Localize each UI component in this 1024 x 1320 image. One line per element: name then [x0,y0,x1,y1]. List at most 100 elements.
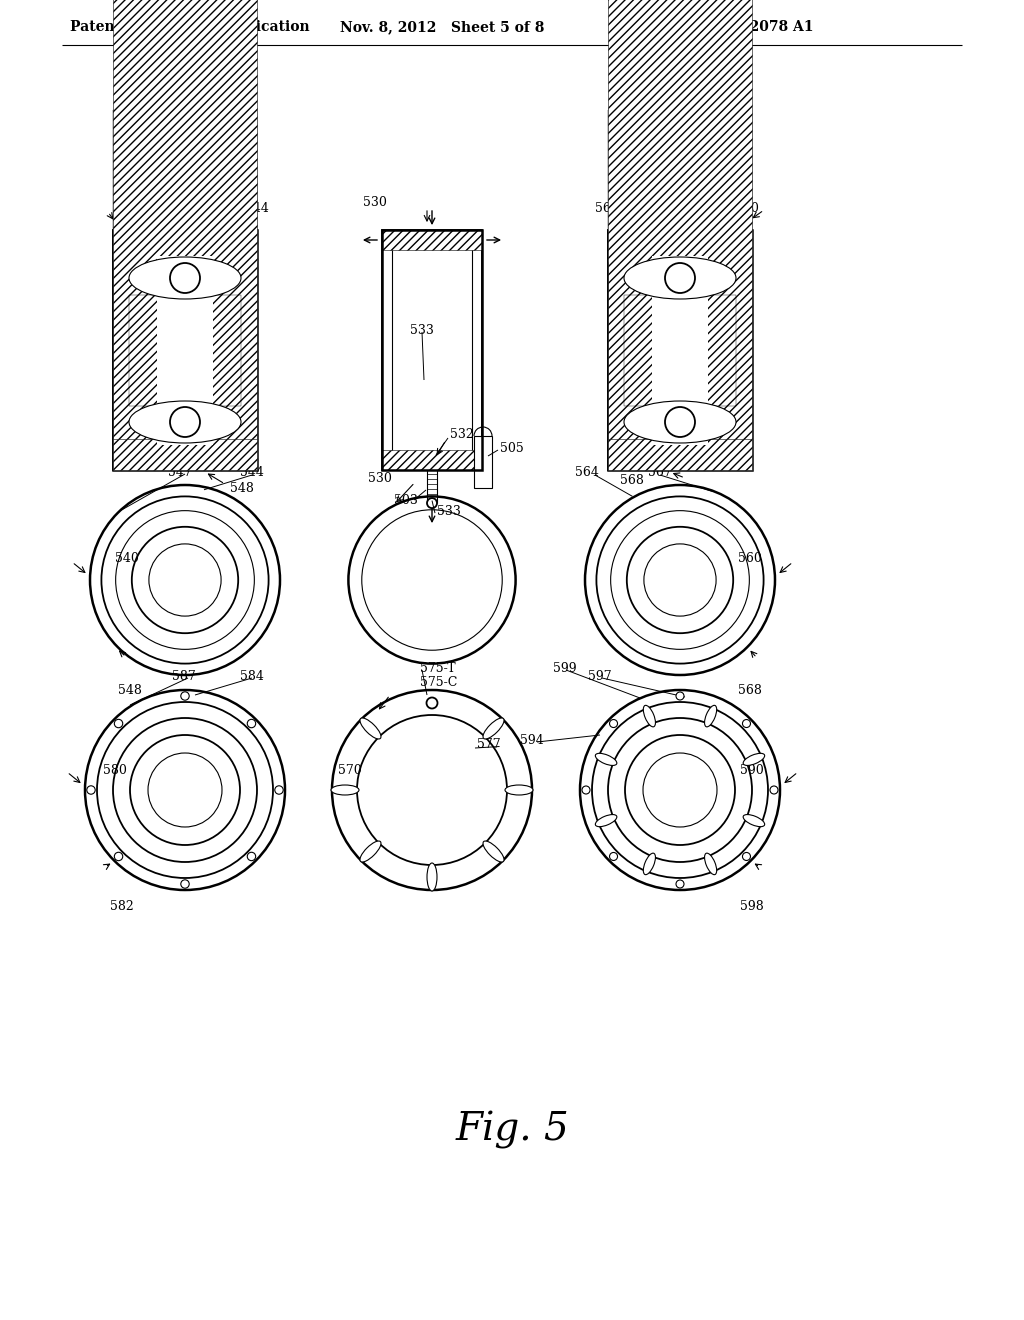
Text: 560: 560 [738,552,762,565]
Text: 564: 564 [595,202,618,214]
Ellipse shape [624,401,736,444]
Circle shape [609,719,617,727]
Text: 530: 530 [368,471,392,484]
Text: 548: 548 [118,685,142,697]
Circle shape [742,719,751,727]
Circle shape [427,498,437,508]
Ellipse shape [624,257,736,300]
Bar [113,438,257,470]
Bar [113,110,257,261]
Circle shape [274,785,284,795]
Text: 577: 577 [477,738,501,751]
Text: 597: 597 [588,669,611,682]
Text: 533: 533 [437,506,461,517]
Ellipse shape [129,401,241,444]
Circle shape [676,692,684,700]
Bar [129,256,241,301]
Bar [624,256,736,301]
Text: 568: 568 [738,685,762,697]
Circle shape [582,785,590,795]
Ellipse shape [595,754,616,766]
Ellipse shape [705,853,717,875]
Circle shape [87,785,95,795]
Bar [608,230,752,261]
Ellipse shape [360,718,381,739]
Bar [129,294,241,405]
Bar [474,436,492,488]
Circle shape [665,407,695,437]
Text: 594: 594 [520,734,544,747]
Bar [157,294,213,405]
Circle shape [665,263,695,293]
Text: 568: 568 [620,474,644,487]
Text: 580: 580 [103,763,127,776]
Bar [129,400,241,445]
Bar [382,450,482,470]
Bar [624,230,736,470]
Circle shape [247,853,256,861]
Text: 560: 560 [735,202,759,214]
Bar [624,400,736,445]
Circle shape [427,697,437,709]
Ellipse shape [483,718,504,739]
Bar [113,230,257,470]
Bar [113,230,257,470]
Text: 533: 533 [410,323,434,337]
Text: 575-C: 575-C [420,676,458,689]
Text: 587: 587 [172,669,196,682]
Bar [608,110,752,261]
Circle shape [115,853,123,861]
Ellipse shape [129,257,241,300]
Circle shape [181,880,189,888]
Text: 544: 544 [240,466,264,479]
Bar [157,256,213,301]
Circle shape [742,853,751,861]
Bar [736,230,752,470]
Text: 540: 540 [115,552,139,565]
Bar [652,256,708,301]
Text: 544: 544 [245,202,269,214]
Bar [157,246,213,454]
Text: 584: 584 [240,669,264,682]
Text: Fig. 5: Fig. 5 [455,1111,569,1148]
Circle shape [770,785,778,795]
Circle shape [676,880,684,888]
Bar [608,230,752,470]
Bar [241,230,257,470]
Circle shape [170,407,200,437]
Circle shape [247,719,256,727]
Text: 570: 570 [338,763,361,776]
Text: 503: 503 [394,494,418,507]
Bar [652,400,708,445]
Ellipse shape [331,785,359,795]
Ellipse shape [483,841,504,862]
Text: 530: 530 [362,195,387,209]
Bar [382,230,482,249]
Ellipse shape [643,705,655,727]
Bar [608,230,624,470]
Bar [157,400,213,445]
Text: 532: 532 [450,429,474,441]
Bar [113,230,257,261]
Bar [113,0,257,470]
Text: 599: 599 [553,661,577,675]
Bar [652,294,708,405]
Circle shape [170,263,200,293]
Text: 590: 590 [740,763,764,776]
Text: 575-T: 575-T [420,661,456,675]
Text: 567: 567 [648,466,672,479]
Ellipse shape [595,814,616,826]
Text: 598: 598 [740,899,764,912]
Text: 582: 582 [110,899,134,912]
Text: 564: 564 [575,466,599,479]
Text: 540: 540 [115,202,139,214]
Bar [113,230,129,470]
Text: Patent Application Publication: Patent Application Publication [70,20,309,34]
Circle shape [115,719,123,727]
Bar [624,294,736,405]
Text: Nov. 8, 2012   Sheet 5 of 8: Nov. 8, 2012 Sheet 5 of 8 [340,20,545,34]
Bar [129,230,241,470]
Text: US 2012/0282078 A1: US 2012/0282078 A1 [650,20,813,34]
Bar [608,230,752,470]
Ellipse shape [743,814,765,826]
